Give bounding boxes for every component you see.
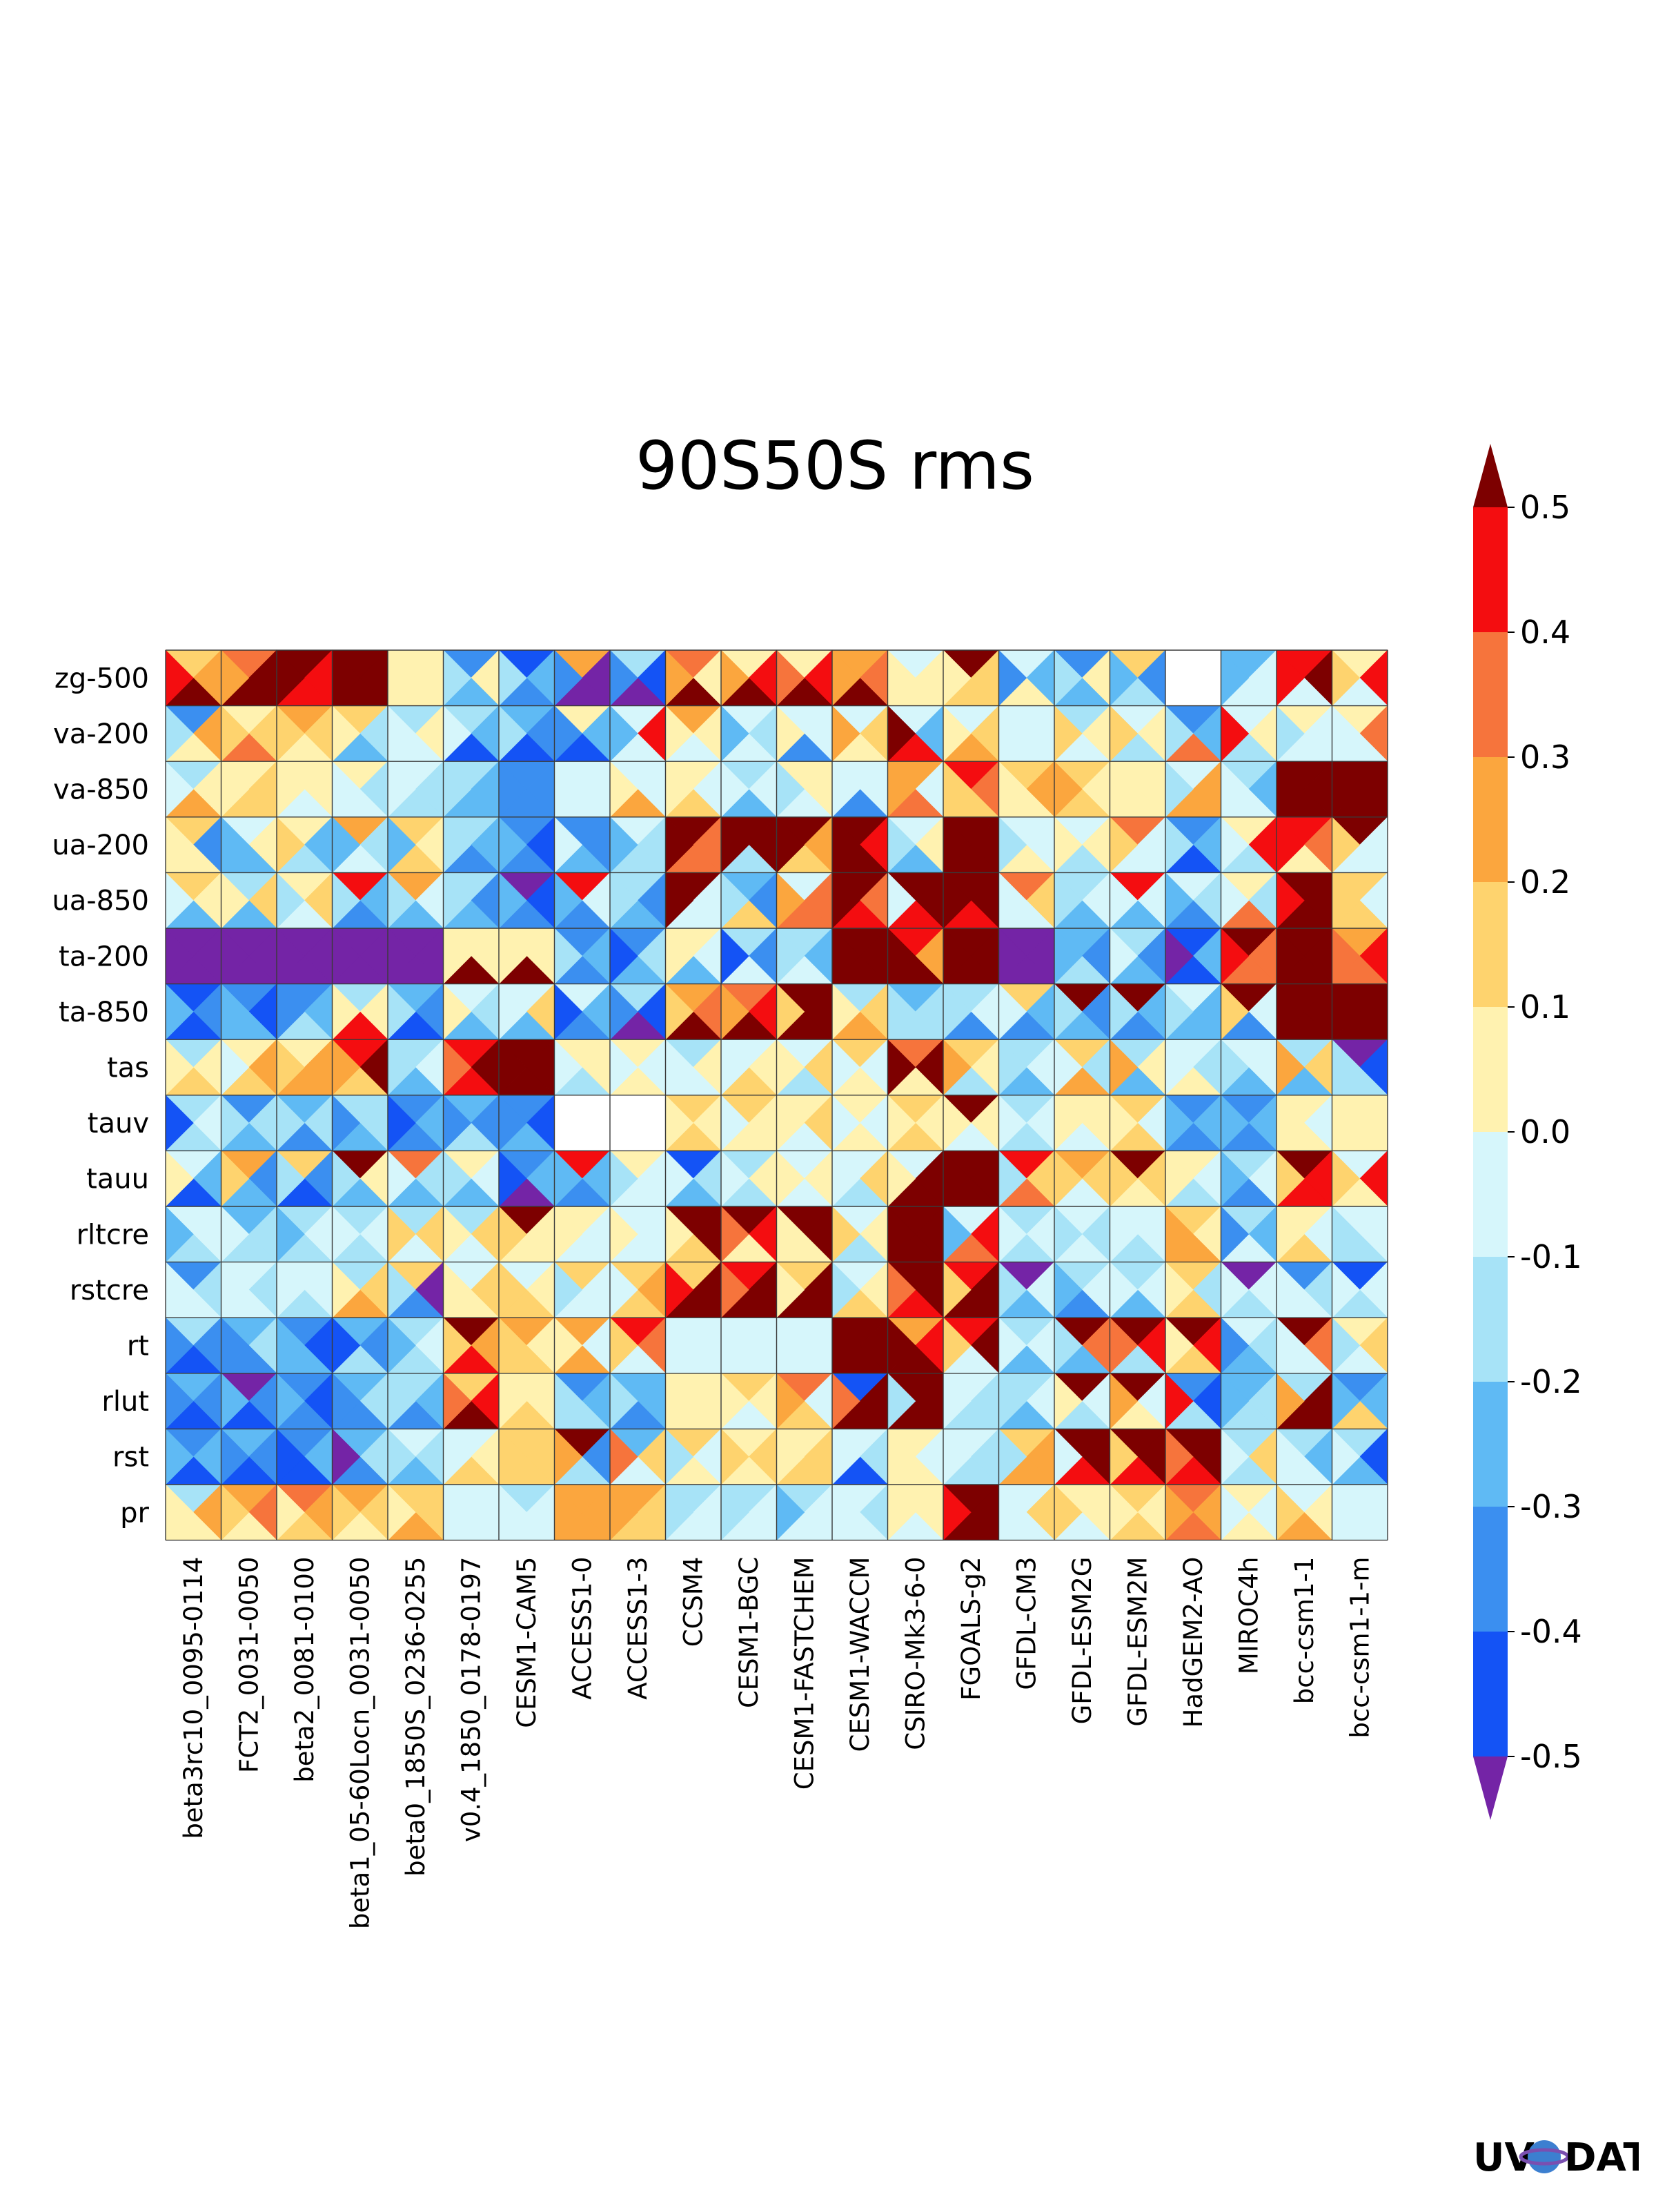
column-label: v0.4_1850_0178-0197 <box>457 1557 486 1843</box>
chart-title: 90S50S rms <box>635 427 1034 505</box>
column-label: CESM1-WACCM <box>845 1557 875 1752</box>
uvcdat-logo: UV DAT <box>1473 2135 1639 2180</box>
row-label: ua-850 <box>52 885 149 917</box>
colorbar-segment <box>1473 1382 1508 1507</box>
row-label: va-200 <box>53 718 149 750</box>
column-label: CESM1-CAM5 <box>512 1557 542 1728</box>
colorbar-tick-label: 0.2 <box>1520 863 1570 901</box>
svg-text:DAT: DAT <box>1564 2135 1639 2180</box>
column-label: CESM1-FASTCHEM <box>790 1557 820 1790</box>
colorbar-tick-label: -0.1 <box>1520 1238 1582 1275</box>
colorbar-segment <box>1473 507 1508 632</box>
column-label: beta0_1850S_0236-0255 <box>401 1557 431 1877</box>
heatmap-cells <box>165 649 1388 1541</box>
row-label: rst <box>112 1442 149 1474</box>
row-label: rt <box>127 1331 149 1362</box>
column-label: ACCESS1-3 <box>623 1557 653 1700</box>
colorbar-over-arrow <box>1473 444 1508 507</box>
colorbar-tick-label: -0.4 <box>1520 1613 1582 1650</box>
row-labels: zg-500 va-200 va-850 ua-200 ua-850 ta-200 ta-8… <box>52 663 149 1529</box>
column-label: FCT2_0031-0050 <box>235 1557 264 1773</box>
row-label: ta-850 <box>59 997 149 1028</box>
column-label: CESM1-BGC <box>734 1557 764 1708</box>
colorbar-tick-label: 0.1 <box>1520 988 1570 1026</box>
row-label: tauv <box>88 1108 149 1139</box>
colorbar-tick-label: 0.4 <box>1520 614 1570 651</box>
colorbar-segment <box>1473 882 1508 1007</box>
row-label: rstcre <box>70 1275 149 1306</box>
column-label: ACCESS1-0 <box>568 1557 598 1700</box>
column-labels: beta3rc10_0095-0114 FCT2_0031-0050 beta2_0… <box>179 1557 1375 1930</box>
heatmap-grid <box>165 649 1388 1541</box>
svg-text:UV: UV <box>1473 2135 1535 2180</box>
colorbar-tick-label: 0.3 <box>1520 738 1570 776</box>
colorbar-tick-label: 0.0 <box>1520 1113 1570 1151</box>
row-label: tas <box>107 1053 149 1084</box>
row-label: ta-200 <box>59 941 149 972</box>
colorbar: -0.5 -0.4 -0.3 -0.2 -0.1 0.0 0.1 0.2 0.3 0.4 0.5 <box>1473 444 1582 1820</box>
row-label: rlut <box>101 1386 149 1418</box>
row-label: ua-200 <box>52 830 149 861</box>
row-label: zg-500 <box>55 663 149 694</box>
colorbar-tick-label: -0.2 <box>1520 1363 1582 1400</box>
colorbar-segment <box>1473 1257 1508 1382</box>
column-label: beta3rc10_0095-0114 <box>179 1557 208 1839</box>
column-label: CSIRO-Mk3-6-0 <box>901 1557 931 1750</box>
colorbar-segment <box>1473 632 1508 757</box>
column-label: HadGEM2-AO <box>1179 1557 1208 1728</box>
colorbar-tick-label: -0.3 <box>1520 1488 1582 1525</box>
colorbar-segment <box>1473 757 1508 882</box>
colorbar-segment <box>1473 1007 1508 1132</box>
row-label: tauu <box>86 1164 149 1195</box>
colorbar-tick-label: 0.5 <box>1520 489 1570 526</box>
column-label: MIROC4h <box>1234 1557 1264 1675</box>
column-label: bcc-csm1-1-m <box>1346 1557 1375 1739</box>
colorbar-segment <box>1473 1507 1508 1632</box>
row-label: va-850 <box>53 774 149 806</box>
column-label: beta1_05-60Locn_0031-0050 <box>346 1557 375 1930</box>
colorbar-tick-label: -0.5 <box>1520 1738 1582 1775</box>
colorbar-under-arrow <box>1473 1756 1508 1820</box>
column-label: FGOALS-g2 <box>956 1557 986 1701</box>
column-label: GFDL-CM3 <box>1012 1557 1042 1690</box>
column-label: GFDL-ESM2G <box>1067 1557 1097 1725</box>
colorbar-segment <box>1473 1632 1508 1756</box>
colorbar-segment <box>1473 1132 1508 1257</box>
column-label: bcc-csm1-1 <box>1290 1557 1319 1705</box>
column-label: beta2_0081-0100 <box>290 1557 319 1783</box>
row-label: pr <box>120 1497 149 1529</box>
row-label: rltcre <box>77 1219 149 1251</box>
column-label: CCSM4 <box>679 1557 709 1647</box>
column-label: GFDL-ESM2M <box>1123 1557 1153 1727</box>
